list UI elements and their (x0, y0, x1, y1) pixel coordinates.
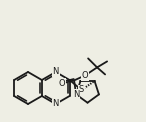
Text: O: O (59, 79, 65, 88)
Text: O: O (82, 71, 88, 80)
Text: N: N (53, 100, 59, 108)
Text: S: S (79, 86, 84, 95)
Text: N: N (73, 90, 79, 99)
Text: N: N (53, 67, 59, 76)
